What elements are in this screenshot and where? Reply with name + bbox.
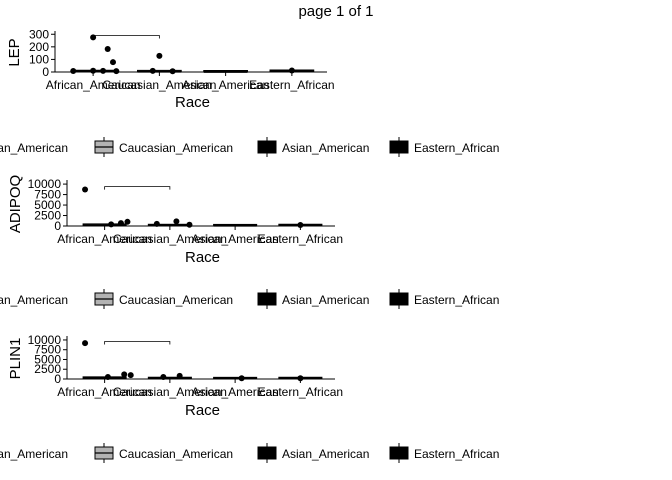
data-point	[186, 221, 193, 228]
data-point	[82, 186, 89, 193]
legend-key	[389, 137, 409, 157]
y-tick-label: 200	[29, 40, 49, 54]
data-point	[156, 52, 163, 59]
x-tick-label: Asian_American	[191, 232, 278, 246]
legend: African_American Caucasian_American Asian_…	[0, 137, 499, 157]
x-axis-title: Race	[175, 94, 210, 111]
y-axis-title: ADIPOQ	[7, 175, 24, 233]
data-point	[113, 68, 120, 75]
chart-panel-3: 025005000750010000African_AmericanCaucas…	[0, 333, 499, 463]
data-point	[100, 67, 107, 74]
legend-key	[257, 289, 277, 309]
legend-key	[94, 289, 114, 309]
y-tick-label: 0	[54, 372, 61, 386]
legend-label: Asian_American	[282, 141, 369, 155]
data-point	[104, 374, 111, 381]
data-point	[90, 67, 97, 74]
data-point	[70, 67, 77, 74]
data-point	[169, 68, 176, 75]
data-point	[110, 59, 116, 66]
legend-key	[389, 443, 409, 463]
y-tick-label: 0	[42, 65, 49, 79]
data-point	[238, 375, 245, 382]
significance-bracket	[92, 35, 160, 39]
x-tick-label: African_American	[57, 232, 152, 246]
x-tick-label: Caucasian_American	[102, 78, 216, 92]
data-point	[288, 67, 295, 74]
legend-key	[389, 289, 409, 309]
y-tick-label: 10000	[28, 333, 62, 347]
x-tick-label: Eastern_African	[249, 78, 334, 92]
x-tick-label: African_American	[57, 385, 152, 399]
legend-key	[94, 443, 114, 463]
x-tick-label: Eastern_African	[258, 232, 343, 246]
data-point	[121, 371, 128, 378]
y-tick-label: 5000	[34, 352, 61, 366]
y-tick-label: 300	[29, 27, 49, 41]
data-point	[297, 221, 304, 228]
x-tick-label: African_American	[46, 78, 141, 92]
legend-label: African_American	[0, 293, 68, 307]
y-tick-label: 0	[54, 219, 61, 233]
x-axis-title: Race	[185, 249, 220, 266]
y-tick-label: 10000	[28, 177, 62, 191]
legend-key	[94, 137, 114, 157]
legend-label: Caucasian_American	[119, 447, 233, 461]
data-point	[104, 45, 111, 52]
chart-panel-1: 0100200300African_AmericanCaucasian_Amer…	[0, 27, 499, 157]
data-point	[153, 220, 160, 227]
legend-label: Asian_American	[282, 447, 369, 461]
data-point	[124, 218, 131, 225]
legend-key	[257, 443, 277, 463]
data-point	[173, 218, 180, 225]
legend-label: Eastern_African	[414, 447, 499, 461]
page-title: page 1 of 1	[298, 3, 374, 20]
x-axis-title: Race	[185, 402, 220, 419]
y-tick-label: 100	[29, 52, 49, 66]
data-point	[127, 372, 134, 379]
legend-label: African_American	[0, 447, 68, 461]
x-tick-label: Eastern_African	[258, 385, 343, 399]
x-tick-label: Caucasian_American	[113, 232, 227, 246]
x-tick-label: Asian_American	[191, 385, 278, 399]
legend-label: Caucasian_American	[119, 293, 233, 307]
y-tick-label: 7500	[34, 188, 61, 202]
y-tick-label: 2500	[34, 209, 61, 223]
legend-label: Eastern_African	[414, 141, 499, 155]
significance-bracket	[104, 186, 171, 190]
data-point	[160, 374, 167, 381]
data-point	[82, 340, 89, 347]
data-point	[117, 220, 124, 227]
legend-label: Caucasian_American	[119, 141, 233, 155]
x-tick-label: Caucasian_American	[113, 385, 227, 399]
legend-key	[257, 137, 277, 157]
data-point	[297, 375, 304, 382]
y-axis-title: PLIN1	[7, 338, 24, 380]
significance-bracket	[104, 341, 171, 345]
y-tick-label: 5000	[34, 198, 61, 212]
data-point	[149, 67, 156, 74]
legend-label: Eastern_African	[414, 293, 499, 307]
data-point	[108, 221, 115, 228]
data-point	[176, 372, 183, 379]
y-tick-label: 2500	[34, 362, 61, 376]
legend: African_American Caucasian_American Asian_…	[0, 443, 499, 463]
y-axis-title: LEP	[6, 38, 23, 66]
x-tick-label: Asian_American	[182, 78, 269, 92]
legend: African_American Caucasian_American Asian_…	[0, 289, 499, 309]
y-tick-label: 7500	[34, 343, 61, 357]
legend-label: African_American	[0, 141, 68, 155]
legend-label: Asian_American	[282, 293, 369, 307]
chart-panel-2: 025005000750010000African_AmericanCaucas…	[0, 175, 499, 309]
